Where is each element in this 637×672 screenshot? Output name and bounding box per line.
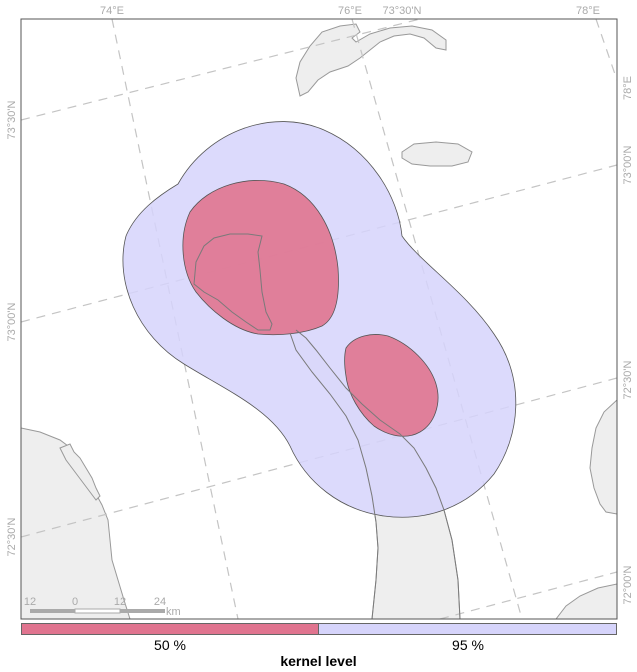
top-label-76e: 76°E — [338, 5, 362, 17]
legend-label-95: 95 % — [452, 637, 484, 653]
right-label-73-00n: 73°00'N — [622, 145, 634, 184]
kernel-50-north-core — [182, 180, 339, 336]
small-island — [401, 141, 473, 167]
scale-unit: km — [166, 606, 181, 618]
northern-island — [295, 23, 447, 97]
southeast-landmass — [555, 583, 617, 619]
scale-bar-segment-1 — [30, 609, 75, 613]
western-peninsula — [59, 443, 101, 501]
left-label-72-30n: 72°30'N — [6, 517, 18, 556]
scale-tick-24: 24 — [154, 596, 166, 608]
legend-swatch-50 — [22, 624, 319, 634]
kernel-50-south-core — [344, 334, 439, 437]
parallel-72-00n — [439, 571, 617, 619]
left-label-73-30n: 73°30'N — [6, 100, 18, 139]
scale-tick-12: 12 — [114, 596, 126, 608]
coastline-overlay — [193, 233, 461, 619]
scale-bar: 12 0 12 24 km — [24, 596, 181, 618]
right-label-78e: 78°E — [622, 76, 634, 100]
top-label-74e: 74°E — [100, 5, 124, 17]
right-label-72-00n: 72°00'N — [622, 565, 634, 604]
right-label-72-30n: 72°30'N — [622, 360, 634, 399]
legend-label-50: 50 % — [154, 637, 186, 653]
legend-colorbar — [21, 623, 617, 635]
lagoon-coastline — [193, 233, 273, 331]
peninsula-coastline-east — [295, 329, 461, 619]
peninsula-coastline — [289, 332, 379, 619]
legend-swatch-95 — [319, 624, 616, 634]
scale-tick-neg12: 12 — [24, 596, 36, 608]
top-label-73-30n: 73°30'N — [383, 5, 422, 17]
map-border — [20, 18, 618, 620]
top-label-78e: 78°E — [576, 5, 600, 17]
scale-bar-segment-3 — [120, 609, 165, 613]
left-label-73-00n: 73°00'N — [6, 302, 18, 341]
scale-bar-segment-2 — [74, 608, 121, 614]
meridian-78e — [595, 19, 617, 81]
scale-tick-0: 0 — [72, 596, 78, 608]
eastern-landmass — [589, 399, 617, 515]
parallel-73-30n — [21, 19, 421, 121]
legend-title: kernel level — [280, 653, 357, 669]
kernel-50-contours — [182, 180, 439, 437]
